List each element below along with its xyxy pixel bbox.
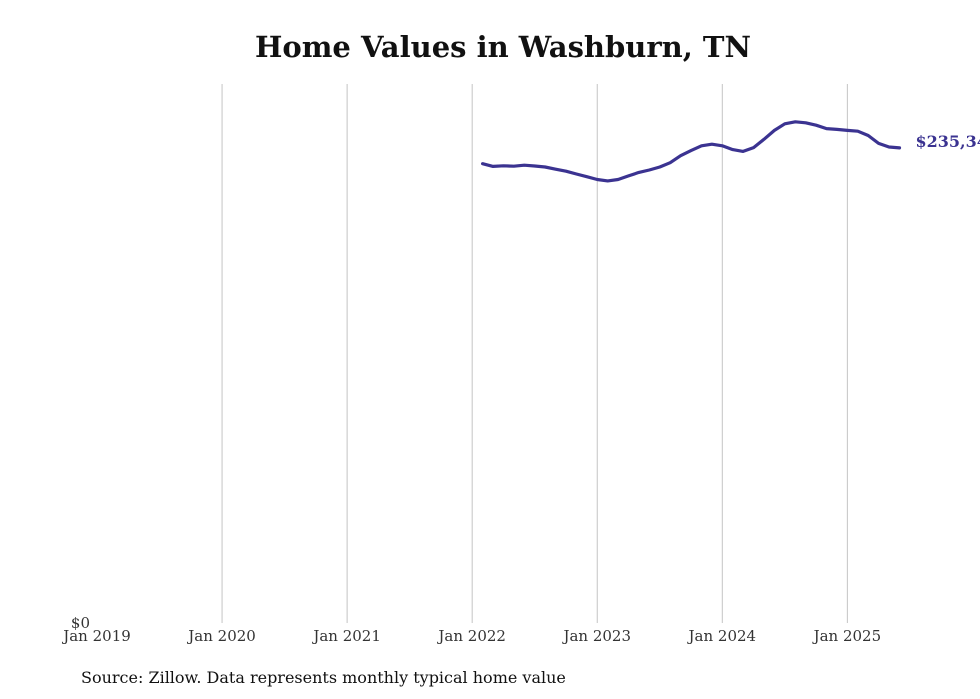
end-value-label: $235,348 xyxy=(915,132,980,151)
chart-title: Home Values in Washburn, TN xyxy=(254,30,752,64)
series-line xyxy=(481,120,902,183)
x-tick-label: Jan 2020 xyxy=(186,627,256,645)
x-tick-label: Jan 2025 xyxy=(812,627,882,645)
x-tick-label: Jan 2019 xyxy=(61,627,131,645)
grid-layer xyxy=(221,84,848,623)
x-tick-label: Jan 2023 xyxy=(561,627,631,645)
x-tick-label: Jan 2021 xyxy=(311,627,381,645)
x-tick-label: Jan 2024 xyxy=(687,627,757,645)
label-layer: Jan 2019 Jan 2020 Jan 2021 Jan 2022 Jan 2023… xyxy=(61,132,980,645)
x-tick-label: Jan 2022 xyxy=(436,627,506,645)
source-note: Source: Zillow. Data represents monthly … xyxy=(81,668,566,687)
series-layer xyxy=(481,120,902,183)
y-tick-label-zero: $0 xyxy=(71,614,90,632)
